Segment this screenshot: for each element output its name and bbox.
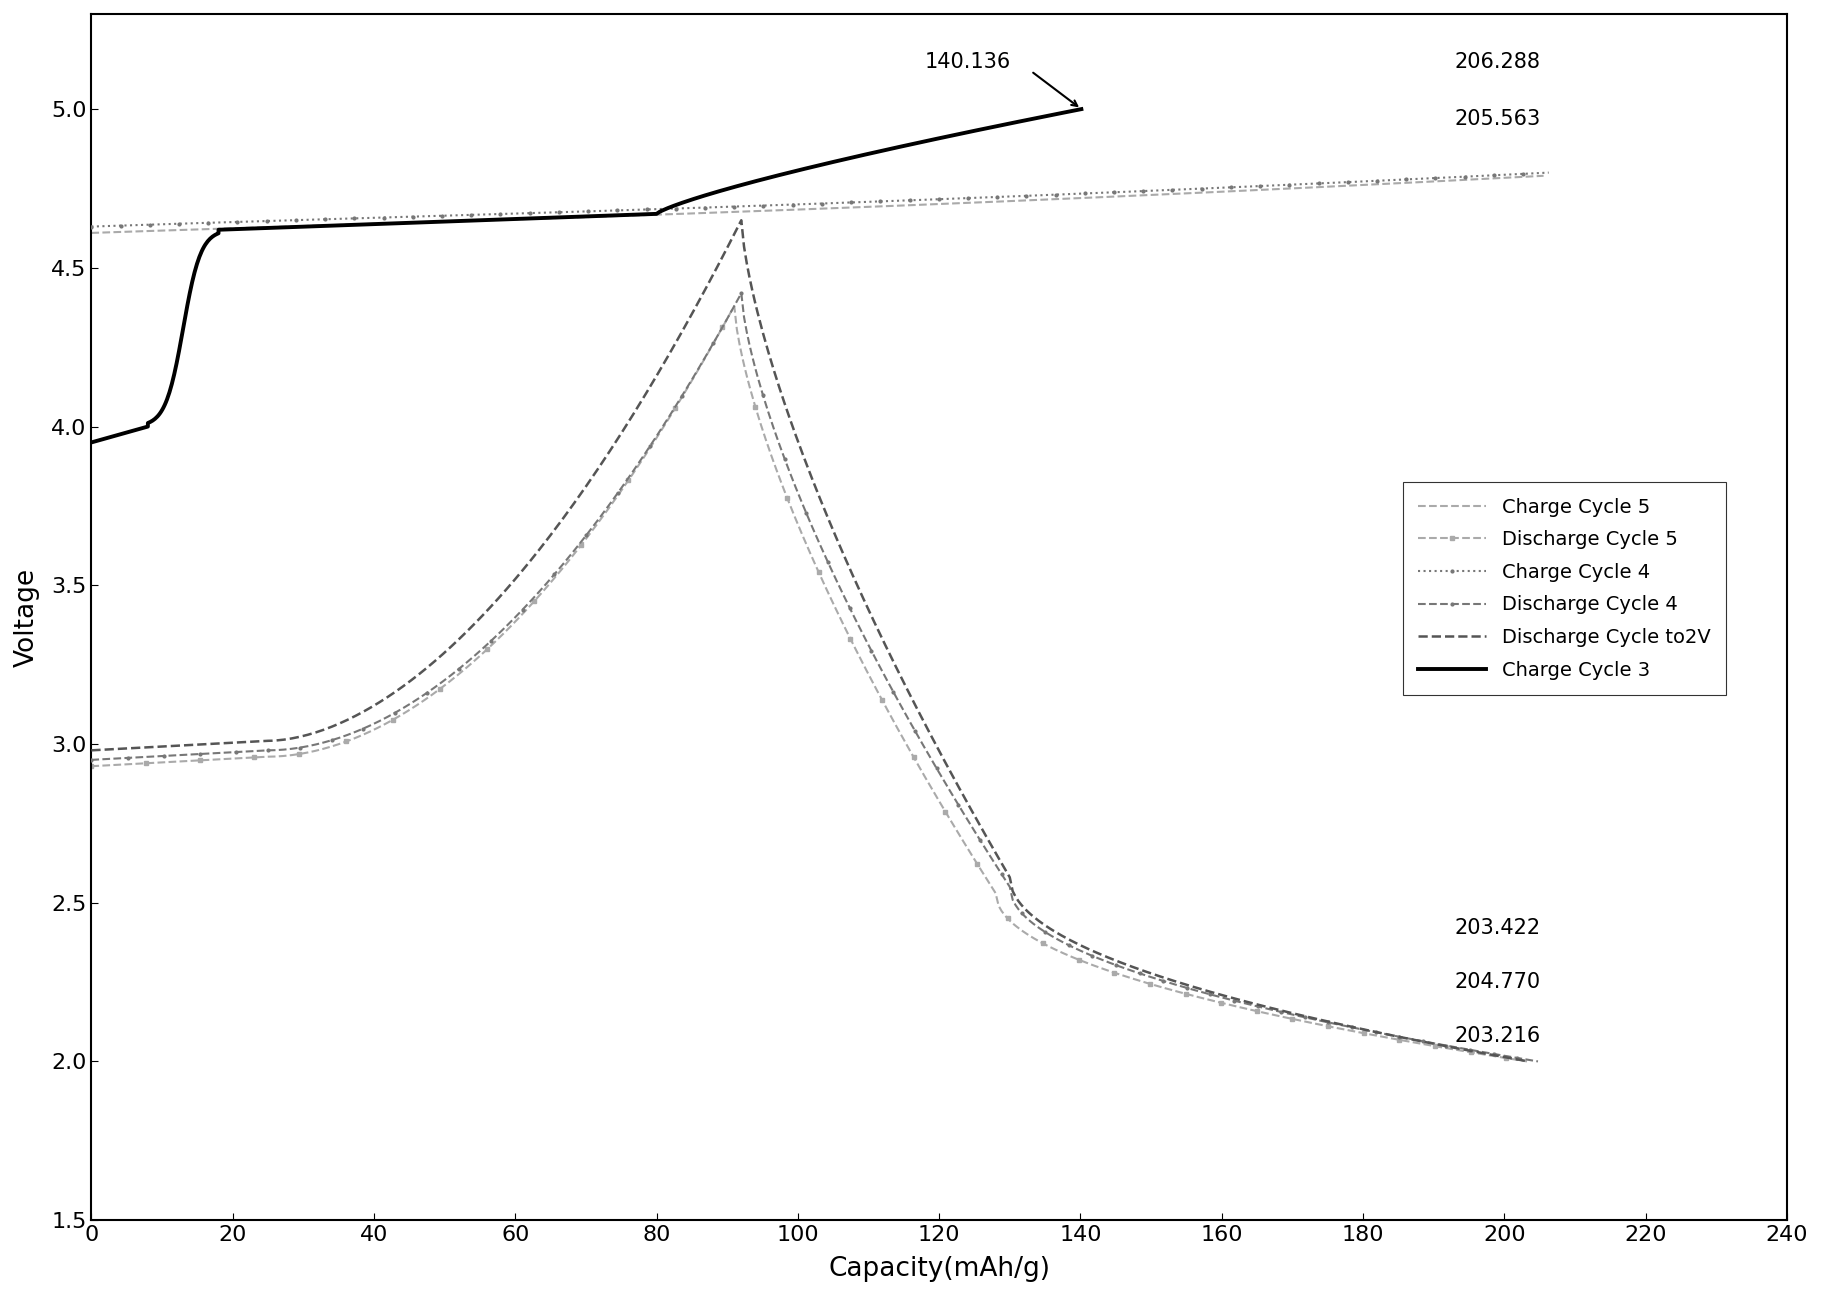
Discharge Cycle 5 (352, 727, 374, 743)
Charge Cycle 5 (995, 193, 1017, 209)
Charge Cycle 3 (144, 411, 166, 426)
Discharge Cycle 5 (1427, 1039, 1448, 1055)
Charge Cycle 3 (80, 434, 102, 450)
Charge Cycle 4 (80, 219, 102, 235)
Charge Cycle 4 (1538, 165, 1560, 180)
Discharge Cycle 4 (1439, 1038, 1461, 1054)
Discharge Cycle to2V (270, 732, 292, 748)
Discharge Cycle 5 (723, 298, 745, 314)
Discharge Cycle 5 (1516, 1054, 1538, 1069)
Text: 205.563: 205.563 (1454, 109, 1541, 128)
Y-axis label: Voltage: Voltage (15, 568, 40, 666)
Text: 203.422: 203.422 (1454, 918, 1541, 938)
Text: 204.770: 204.770 (1454, 972, 1541, 991)
Discharge Cycle to2V (714, 244, 736, 259)
Discharge Cycle 4 (352, 721, 374, 736)
Discharge Cycle to2V (1430, 1038, 1452, 1054)
Line: Charge Cycle 4: Charge Cycle 4 (89, 170, 1552, 229)
Charge Cycle 4 (658, 201, 680, 216)
Line: Charge Cycle 5: Charge Cycle 5 (91, 176, 1543, 233)
Discharge Cycle 5 (696, 347, 718, 363)
Discharge Cycle 5 (1359, 1026, 1381, 1042)
Charge Cycle 3 (1071, 101, 1093, 117)
Charge Cycle 4 (997, 189, 1018, 205)
Discharge Cycle to2V (1365, 1024, 1387, 1039)
Discharge Cycle 5 (80, 758, 102, 774)
Charge Cycle 3 (107, 428, 129, 443)
Charge Cycle 3 (1037, 108, 1059, 123)
Charge Cycle 5 (1135, 188, 1157, 203)
Charge Cycle 3 (157, 389, 179, 404)
Charge Cycle 3 (720, 180, 742, 196)
Text: 206.288: 206.288 (1454, 52, 1541, 71)
Charge Cycle 5 (1532, 168, 1554, 184)
Line: Discharge Cycle 5: Discharge Cycle 5 (89, 303, 1529, 1064)
Discharge Cycle to2V (731, 213, 752, 228)
Discharge Cycle 5 (707, 327, 729, 342)
Text: 203.216: 203.216 (1454, 1026, 1541, 1046)
Charge Cycle 3 (953, 126, 975, 141)
Charge Cycle 4 (556, 205, 578, 220)
Charge Cycle 4 (255, 214, 277, 229)
X-axis label: Capacity(mAh/g): Capacity(mAh/g) (829, 1256, 1049, 1282)
Line: Discharge Cycle 4: Discharge Cycle 4 (89, 290, 1541, 1064)
Discharge Cycle 4 (1370, 1025, 1392, 1041)
Discharge Cycle 4 (714, 314, 736, 329)
Charge Cycle 5 (554, 210, 576, 226)
Discharge Cycle 4 (80, 752, 102, 767)
Discharge Cycle 4 (731, 285, 752, 301)
Discharge Cycle 5 (270, 749, 292, 765)
Discharge Cycle to2V (1518, 1054, 1540, 1069)
Discharge Cycle to2V (703, 266, 725, 281)
Discharge Cycle 4 (1527, 1054, 1549, 1069)
Charge Cycle 4 (1139, 183, 1161, 198)
Legend: Charge Cycle 5, Discharge Cycle 5, Charge Cycle 4, Discharge Cycle 4, Discharge : Charge Cycle 5, Discharge Cycle 5, Charg… (1403, 482, 1725, 695)
Discharge Cycle 4 (270, 743, 292, 758)
Text: 140.136: 140.136 (926, 52, 1011, 71)
Discharge Cycle 4 (703, 336, 725, 351)
Charge Cycle 5 (80, 226, 102, 241)
Discharge Cycle to2V (80, 743, 102, 758)
Charge Cycle 5 (1128, 188, 1150, 203)
Charge Cycle 4 (1131, 183, 1153, 198)
Charge Cycle 5 (255, 219, 277, 235)
Line: Charge Cycle 3: Charge Cycle 3 (91, 109, 1082, 442)
Charge Cycle 5 (656, 206, 678, 222)
Line: Discharge Cycle to2V: Discharge Cycle to2V (91, 220, 1529, 1061)
Discharge Cycle to2V (352, 704, 374, 719)
